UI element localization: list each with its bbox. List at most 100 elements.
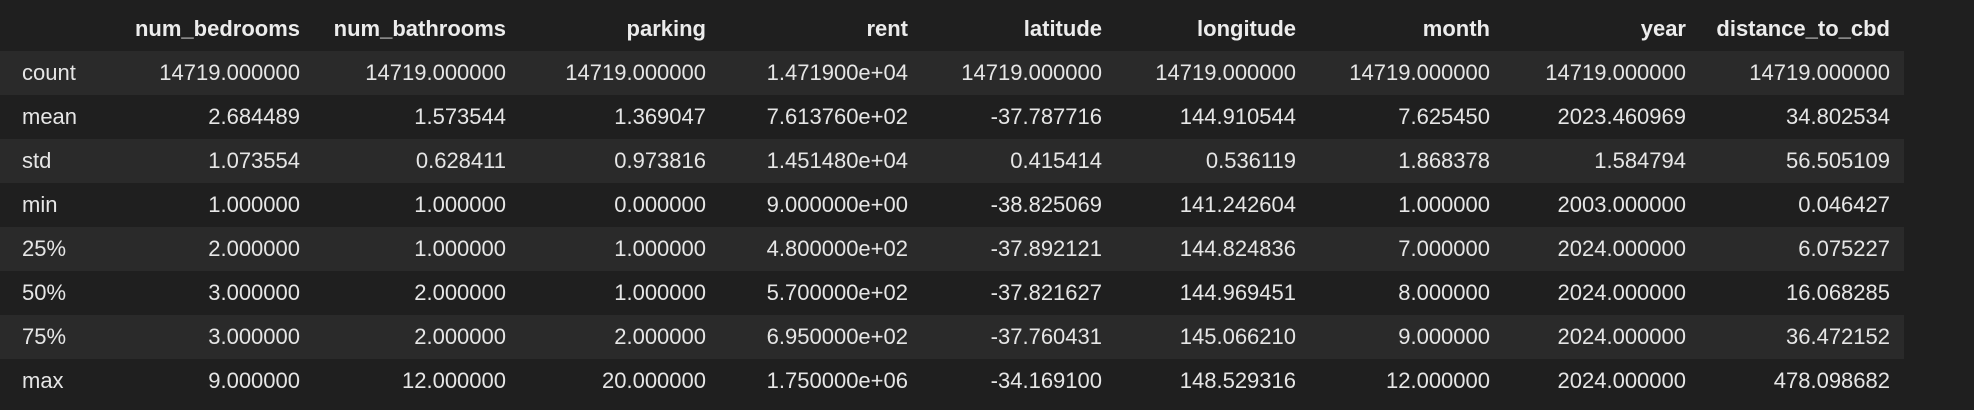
table-cell: 2.000000 <box>614 324 706 349</box>
table-cell: 1.369047 <box>614 104 706 129</box>
table-row: min 1.000000 1.000000 0.000000 9.000000e… <box>0 183 1904 227</box>
column-header-num-bathrooms: num_bathrooms <box>333 16 506 41</box>
table-row: mean 2.684489 1.573544 1.369047 7.613760… <box>0 95 1904 139</box>
table-cell: 14719.000000 <box>1749 60 1890 85</box>
table-cell: 9.000000 <box>208 368 300 393</box>
table-cell: 7.613760e+02 <box>766 104 908 129</box>
table-row: 50% 3.000000 2.000000 1.000000 5.700000e… <box>0 271 1904 315</box>
table-cell: 2.000000 <box>208 236 300 261</box>
column-header-rent: rent <box>866 16 908 41</box>
table-cell: 2024.000000 <box>1557 368 1686 393</box>
table-cell: 12.000000 <box>402 368 506 393</box>
table-cell: 4.800000e+02 <box>766 236 908 261</box>
table-row: max 9.000000 12.000000 20.000000 1.75000… <box>0 359 1904 403</box>
table-cell: 3.000000 <box>208 280 300 305</box>
column-header-month: month <box>1422 16 1490 41</box>
table-cell: 1.000000 <box>614 236 706 261</box>
table-cell: 2024.000000 <box>1557 280 1686 305</box>
table-cell: 1.073554 <box>208 148 300 173</box>
table-row: count 14719.000000 14719.000000 14719.00… <box>0 51 1904 95</box>
table-cell: 144.824836 <box>1179 236 1296 261</box>
table-cell: 34.802534 <box>1786 104 1890 129</box>
table-cell: 0.046427 <box>1798 192 1890 217</box>
table-cell: 14719.000000 <box>159 60 300 85</box>
column-header-num-bedrooms: num_bedrooms <box>134 16 300 41</box>
table-cell: -38.825069 <box>990 192 1102 217</box>
table-cell: 1.000000 <box>414 236 506 261</box>
row-label: max <box>22 368 64 393</box>
table-cell: 7.625450 <box>1398 104 1490 129</box>
table-cell: 2.000000 <box>414 324 506 349</box>
table-cell: 9.000000e+00 <box>766 192 908 217</box>
table-cell: 9.000000 <box>1398 324 1490 349</box>
header-row: num_bedrooms num_bathrooms parking rent … <box>0 7 1904 51</box>
table-cell: 7.000000 <box>1398 236 1490 261</box>
table-cell: 2.000000 <box>414 280 506 305</box>
table-cell: 6.075227 <box>1798 236 1890 261</box>
table-cell: 2023.460969 <box>1557 104 1686 129</box>
table-cell: 1.451480e+04 <box>766 148 908 173</box>
column-header-parking: parking <box>626 16 706 41</box>
row-label: 50% <box>22 280 67 305</box>
table-cell: 1.868378 <box>1398 148 1490 173</box>
table-cell: -37.892121 <box>990 236 1102 261</box>
column-header-latitude: latitude <box>1023 16 1102 41</box>
table-cell: -37.821627 <box>990 280 1102 305</box>
table-cell: 0.973816 <box>614 148 706 173</box>
column-header-longitude: longitude <box>1197 16 1296 41</box>
column-header-distance-to-cbd: distance_to_cbd <box>1716 16 1890 41</box>
row-label: mean <box>22 104 78 129</box>
table-cell: 5.700000e+02 <box>766 280 908 305</box>
table-cell: 3.000000 <box>208 324 300 349</box>
table-cell: 141.242604 <box>1179 192 1296 217</box>
table-cell: 1.000000 <box>414 192 506 217</box>
table-cell: 1.471900e+04 <box>766 60 908 85</box>
row-label: 75% <box>22 324 67 349</box>
table-cell: 6.950000e+02 <box>766 324 908 349</box>
table-cell: -34.169100 <box>990 368 1102 393</box>
table-cell: -37.787716 <box>990 104 1102 129</box>
table-cell: 56.505109 <box>1786 148 1890 173</box>
table-cell: 20.000000 <box>602 368 706 393</box>
describe-table: num_bedrooms num_bathrooms parking rent … <box>0 7 1904 403</box>
table-cell: 14719.000000 <box>1349 60 1490 85</box>
table-cell: 36.472152 <box>1786 324 1890 349</box>
table-cell: 0.000000 <box>614 192 706 217</box>
table-row: 25% 2.000000 1.000000 1.000000 4.800000e… <box>0 227 1904 271</box>
table-cell: 14719.000000 <box>565 60 706 85</box>
table-row: std 1.073554 0.628411 0.973816 1.451480e… <box>0 139 1904 183</box>
table-cell: 14719.000000 <box>1155 60 1296 85</box>
table-cell: 145.066210 <box>1179 324 1296 349</box>
table-cell: 14719.000000 <box>961 60 1102 85</box>
table-cell: 2024.000000 <box>1557 324 1686 349</box>
table-cell: 14719.000000 <box>365 60 506 85</box>
table-cell: 1.584794 <box>1594 148 1686 173</box>
table-cell: 12.000000 <box>1386 368 1490 393</box>
table-cell: 0.536119 <box>1205 148 1296 173</box>
index-header <box>0 7 100 51</box>
row-label: std <box>22 148 52 173</box>
table-cell: 144.969451 <box>1179 280 1296 305</box>
table-cell: 1.000000 <box>614 280 706 305</box>
table-cell: 1.750000e+06 <box>766 368 908 393</box>
table-cell: 8.000000 <box>1398 280 1490 305</box>
row-label: min <box>22 192 58 217</box>
column-header-year: year <box>1640 16 1686 41</box>
table-cell: 0.628411 <box>415 148 506 173</box>
table-cell: 1.573544 <box>414 104 506 129</box>
table-cell: 2003.000000 <box>1557 192 1686 217</box>
table-cell: 1.000000 <box>208 192 300 217</box>
table-row: 75% 3.000000 2.000000 2.000000 6.950000e… <box>0 315 1904 359</box>
table-cell: 2.684489 <box>208 104 300 129</box>
table-cell: 1.000000 <box>1398 192 1490 217</box>
table-cell: 2024.000000 <box>1557 236 1686 261</box>
row-label: count <box>22 60 76 85</box>
table-cell: 14719.000000 <box>1545 60 1686 85</box>
table-cell: 144.910544 <box>1179 104 1296 129</box>
table-cell: -37.760431 <box>990 324 1102 349</box>
row-label: 25% <box>22 236 67 261</box>
table-cell: 16.068285 <box>1786 280 1890 305</box>
table-cell: 0.415414 <box>1010 148 1102 173</box>
table-cell: 148.529316 <box>1179 368 1296 393</box>
